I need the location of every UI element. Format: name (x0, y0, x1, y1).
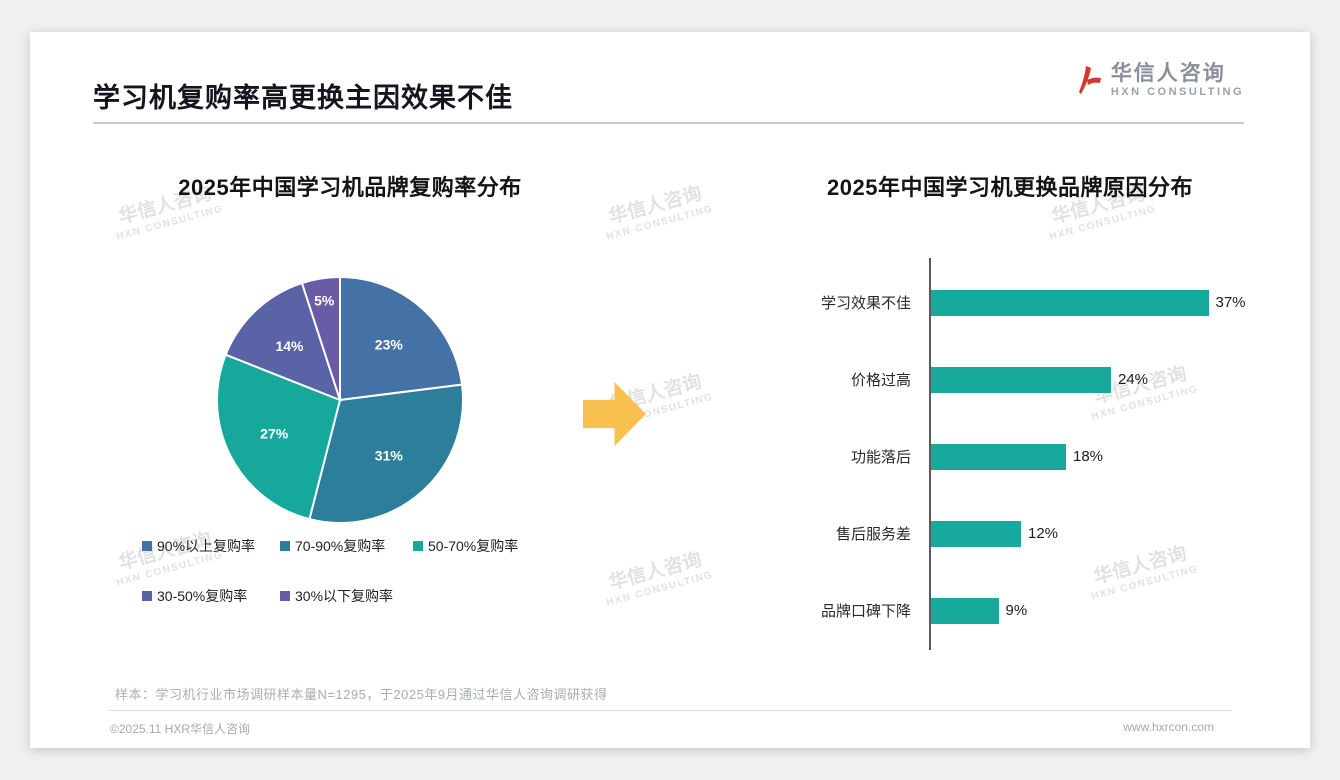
legend-label: 30%以下复购率 (295, 588, 394, 604)
legend-item-2: 50-70%复购率 (413, 536, 563, 556)
pie-slice-1 (308, 383, 464, 524)
pie-value-label-1: 31% (375, 447, 404, 463)
legend-swatch-icon (142, 541, 152, 551)
bar-value-label: 37% (1215, 294, 1246, 311)
legend-swatch-icon (280, 541, 290, 551)
bar-category-label: 学习效果不佳 (820, 295, 911, 312)
bar-value-label: 12% (1028, 525, 1059, 542)
bar-category-label: 售后服务差 (835, 526, 911, 543)
legend-item-3: 30-50%复购率 (142, 586, 280, 606)
bar-value-label: 24% (1118, 371, 1149, 388)
watermark: 华信人咨询 HXN CONSULTING (605, 549, 715, 609)
bar-row-4: 品牌口碑下降 9% (725, 572, 1280, 649)
bar-value-label: 18% (1073, 448, 1104, 465)
footer-website-link[interactable]: www.hxrcon.com (1123, 720, 1214, 734)
footer-copyright: ©2025.11 HXR华信人咨询 (110, 722, 250, 736)
legend-label: 50-70%复购率 (428, 538, 519, 554)
bar-rect (931, 289, 1209, 316)
bar-row-1: 价格过高 24% (725, 341, 1280, 418)
legend-label: 70-90%复购率 (295, 538, 386, 554)
slide-card: 华信人咨询 HXN CONSULTING 华信人咨询 HXN CONSULTING … (30, 32, 1310, 748)
sample-footnote: 样本：学习机行业市场调研样本量N=1295，于2025年9月通过华信人咨询调研获… (115, 687, 608, 702)
bar-rect (931, 366, 1111, 393)
bar-category-label: 价格过高 (850, 372, 911, 389)
logo-subtitle: HXN CONSULTING (1110, 86, 1244, 99)
bar-rect (931, 597, 999, 624)
page-title: 学习机复购率高更换主因效果不佳 (93, 83, 513, 113)
bar-rect (931, 443, 1066, 470)
watermark: 华信人咨询 HXN CONSULTING (605, 183, 715, 243)
bar-value-label: 9% (1005, 602, 1028, 619)
legend-label: 30-50%复购率 (157, 588, 248, 604)
pie-chart-title: 2025年中国学习机品牌复购率分布 (178, 175, 522, 200)
legend-swatch-icon (280, 591, 290, 601)
legend-label: 90%以上复购率 (157, 538, 256, 554)
pie-value-label-4: 5% (314, 292, 335, 308)
company-logo: 华信人咨询 HXN CONSULTING (1073, 62, 1244, 99)
pie-chart-svg: 23% 31% 27% 14% 5% (216, 275, 464, 524)
logo-name: 华信人咨询 (1110, 62, 1226, 85)
legend-swatch-icon (142, 591, 152, 601)
pie-value-label-0: 23% (375, 337, 404, 353)
bar-row-0: 学习效果不佳 37% (725, 264, 1280, 341)
bar-row-2: 功能落后 18% (725, 418, 1280, 495)
footer-divider (108, 710, 1232, 711)
bar-chart: 学习效果不佳 37% 价格过高 24% 功能落后 18% 售后服务差 12% 品牌口碑下降 9% (725, 264, 1280, 649)
logo-icon (1078, 66, 1101, 95)
pie-value-label-2: 27% (260, 426, 289, 442)
bar-chart-title: 2025年中国学习机更换品牌原因分布 (827, 175, 1193, 200)
pie-value-label-3: 14% (275, 338, 304, 354)
bar-row-3: 售后服务差 12% (725, 495, 1280, 572)
bar-axis-line (929, 258, 931, 650)
right-arrow-icon (583, 382, 646, 446)
legend-item-0: 90%以上复购率 (142, 536, 280, 556)
pie-slice-4 (300, 275, 341, 401)
pie-slice-0 (339, 275, 464, 402)
bar-category-label: 功能落后 (850, 449, 911, 466)
header-divider (93, 122, 1244, 124)
legend-item-1: 70-90%复购率 (280, 536, 413, 556)
pie-slice-2 (216, 353, 342, 521)
bar-category-label: 品牌口碑下降 (820, 603, 911, 620)
legend-swatch-icon (413, 541, 423, 551)
bar-rect (931, 520, 1021, 547)
pie-legend: 90%以上复购率 70-90%复购率 50-70%复购率 30-50%复购率 30%以下… (142, 536, 582, 606)
legend-item-4: 30%以下复购率 (280, 586, 413, 606)
